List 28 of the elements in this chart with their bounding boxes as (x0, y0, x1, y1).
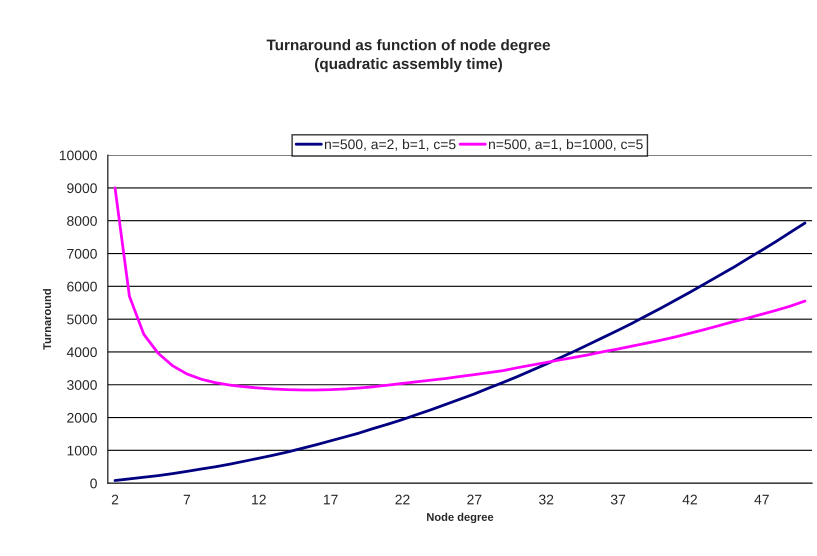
line-series (114, 222, 806, 482)
y-tick-label: 1000 (68, 446, 97, 456)
x-axis-title: Node degree (427, 512, 494, 524)
y-tick-label: 3000 (67, 380, 97, 390)
legend-label: n=500, a=1, b=1000, c=5 (488, 138, 643, 151)
x-tick-label: 7 (184, 494, 190, 504)
y-tick-label: 7000 (67, 248, 97, 259)
x-tick-label: 47 (754, 494, 769, 504)
y-tick-label: 0 (90, 478, 97, 488)
legend-label: n=500, a=2, b=1, c=5 (324, 138, 456, 151)
y-tick-label: 8000 (67, 216, 97, 226)
x-tick-label: 12 (252, 494, 266, 504)
y-tick-label: 6000 (67, 282, 97, 292)
y-tick-label: 4000 (66, 347, 97, 358)
x-tick-label: 2 (112, 494, 118, 504)
x-tick-label: 17 (324, 494, 338, 504)
x-tick-label: 32 (539, 494, 554, 504)
line-series (114, 186, 806, 392)
chart-title: Turnaround as function of node degree (quadratic assembly time) (266, 39, 550, 72)
y-axis-title: Turnaround (42, 289, 52, 350)
x-tick-label: 22 (395, 494, 410, 504)
y-tick-label: 2000 (67, 412, 97, 423)
x-tick-label: 37 (610, 494, 626, 504)
y-tick-label: 9000 (67, 183, 97, 194)
y-tick-label: 5000 (67, 314, 97, 324)
y-tick-label: 10000 (60, 150, 97, 160)
x-tick-label: 42 (682, 494, 697, 504)
x-tick-label: 27 (467, 494, 482, 504)
